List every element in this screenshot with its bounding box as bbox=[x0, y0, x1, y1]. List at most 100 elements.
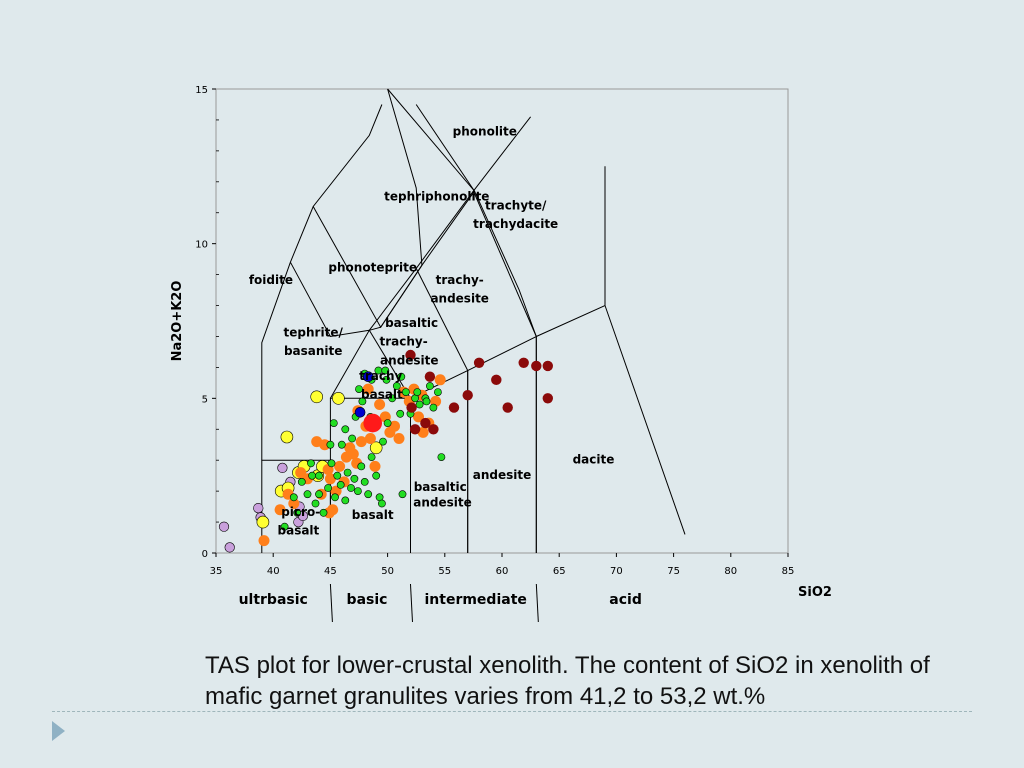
y-tick-label: 0 bbox=[202, 549, 208, 560]
data-point-orange bbox=[389, 420, 400, 432]
data-point-purple bbox=[224, 542, 235, 553]
data-point-green bbox=[341, 496, 350, 505]
field-label: trachy bbox=[359, 369, 402, 383]
data-point-green bbox=[364, 490, 373, 499]
data-point-green bbox=[336, 480, 345, 489]
data-point-green bbox=[413, 388, 422, 396]
data-point-orange bbox=[364, 433, 376, 444]
data-point-purple bbox=[277, 462, 288, 474]
data-point-green bbox=[337, 440, 346, 449]
data-point-green bbox=[297, 477, 306, 486]
data-point-green bbox=[425, 382, 434, 390]
field-label: basaltic bbox=[414, 480, 467, 494]
y-tick-label: 15 bbox=[195, 85, 208, 96]
data-point-darkred bbox=[405, 349, 416, 361]
data-point-blue bbox=[354, 406, 366, 418]
data-point-orange bbox=[362, 383, 374, 395]
data-point-green bbox=[401, 388, 410, 396]
data-point-darkred bbox=[420, 417, 431, 429]
data-point-darkred bbox=[409, 424, 421, 435]
data-point-purple bbox=[253, 503, 264, 514]
data-point-green bbox=[422, 397, 431, 406]
data-point-darkred bbox=[462, 390, 473, 401]
data-point-green bbox=[315, 471, 323, 480]
field-label: trachyte/ bbox=[485, 199, 547, 213]
composition-divider bbox=[535, 583, 539, 623]
data-point-green bbox=[382, 375, 391, 384]
data-point-green bbox=[415, 400, 424, 409]
data-point-green bbox=[331, 493, 339, 502]
data-point-green bbox=[315, 490, 323, 499]
field-label: foidite bbox=[249, 273, 293, 287]
data-point-green bbox=[388, 394, 397, 403]
field-label: phonolite bbox=[453, 124, 517, 138]
slide-caption: TAS plot for lower-crustal xenolith. The… bbox=[205, 650, 1005, 712]
composition-label: acid bbox=[609, 592, 642, 608]
data-point-green bbox=[396, 409, 405, 418]
field-label: trachy- bbox=[379, 335, 427, 349]
data-point-green bbox=[372, 471, 381, 480]
caption-line-2: mafic garnet granulites varies from 41,2… bbox=[205, 683, 766, 710]
data-point-green bbox=[379, 437, 387, 446]
data-point-red bbox=[363, 413, 383, 433]
field-boundary-line bbox=[387, 88, 423, 266]
data-point-green bbox=[377, 499, 386, 508]
x-tick-label: 65 bbox=[553, 566, 566, 577]
data-point-purple bbox=[218, 521, 230, 532]
data-point-green bbox=[355, 385, 363, 393]
x-tick-label: 60 bbox=[496, 566, 509, 577]
composition-divider bbox=[329, 583, 333, 623]
data-point-orange bbox=[347, 448, 359, 460]
x-tick-label: 75 bbox=[667, 566, 680, 577]
data-point-green bbox=[392, 382, 401, 390]
data-point-green bbox=[324, 484, 332, 492]
x-tick-label: 45 bbox=[324, 566, 337, 577]
data-point-green bbox=[437, 453, 446, 461]
data-point-darkred bbox=[448, 402, 460, 413]
data-point-green bbox=[398, 490, 407, 499]
data-point-orange bbox=[319, 439, 331, 451]
field-boundary-line bbox=[261, 262, 291, 461]
footer-divider bbox=[52, 711, 972, 712]
x-tick-label: 50 bbox=[381, 566, 394, 577]
data-point-orange bbox=[355, 436, 367, 448]
data-point-orange bbox=[334, 460, 346, 472]
data-point-green bbox=[360, 477, 369, 486]
composition-scale: ultrbasic basic intermediate acid bbox=[239, 583, 642, 623]
data-point-green bbox=[307, 459, 315, 468]
composition-label: basic bbox=[347, 592, 388, 608]
data-point-green bbox=[303, 490, 312, 499]
data-point-green bbox=[343, 468, 352, 477]
data-point-green bbox=[341, 425, 350, 434]
data-point-orange bbox=[288, 498, 300, 509]
next-slide-arrow-icon[interactable] bbox=[52, 721, 65, 741]
data-point-orange bbox=[393, 433, 405, 444]
field-label: phonoteprite bbox=[328, 261, 417, 275]
data-point-orange bbox=[413, 411, 424, 423]
data-point-orange bbox=[323, 507, 335, 519]
x-tick-label: 70 bbox=[610, 566, 623, 577]
composition-label: ultrbasic bbox=[239, 592, 308, 608]
data-point-orange bbox=[374, 399, 386, 410]
data-point-darkred bbox=[502, 402, 513, 413]
data-point-green bbox=[333, 471, 342, 480]
data-point-green bbox=[280, 522, 289, 531]
data-point-green bbox=[350, 474, 359, 483]
field-label: andesite bbox=[380, 353, 439, 367]
field-label: tephriphonolite bbox=[384, 189, 489, 203]
data-point-yellow bbox=[310, 390, 324, 404]
field-boundary-line bbox=[535, 304, 686, 553]
data-point-darkred bbox=[542, 360, 553, 372]
data-point-green bbox=[383, 419, 392, 427]
data-point-green bbox=[348, 434, 356, 443]
data-point-green bbox=[353, 487, 362, 495]
field-labels: phonolitetephriphonolitetrachyte/trachyd… bbox=[249, 124, 615, 537]
field-label: basalt bbox=[352, 508, 394, 522]
field-boundary-line bbox=[415, 104, 475, 192]
x-tick-label: 85 bbox=[782, 566, 795, 577]
data-point-green bbox=[293, 508, 302, 517]
data-point-green bbox=[367, 453, 376, 461]
data-point-darkred bbox=[406, 402, 417, 413]
data-point-green bbox=[289, 493, 298, 502]
